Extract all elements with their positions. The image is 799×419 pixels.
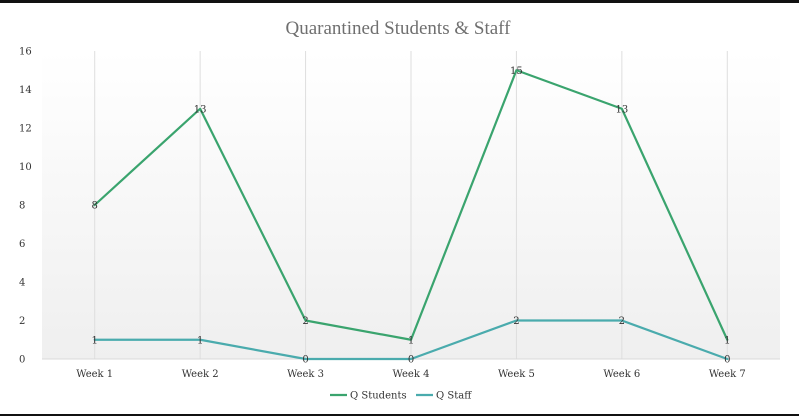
x-axis: Week 1 Week 2 Week 3 Week 4 Week 5 Week 6 Week… [76,369,745,380]
x-tick-label: Week 1 [76,369,113,380]
data-label: 13 [615,104,628,115]
data-label: 1 [724,335,730,346]
x-tick-label: Week 6 [603,369,640,380]
gridlines [42,51,780,360]
series-line-q-staff [93,319,729,361]
data-label: 2 [302,316,308,327]
y-tick-label: 8 [19,201,25,212]
data-label: 0 [408,355,414,366]
data-label: 2 [619,316,625,327]
y-tick-label: 6 [19,239,25,250]
data-label: 0 [724,355,730,366]
x-tick-label: Week 2 [182,369,219,380]
x-tick-label: Week 7 [709,369,746,380]
y-tick-label: 16 [19,47,32,58]
y-tick-label: 4 [19,278,25,289]
data-label: 1 [197,335,203,346]
series-line-q-students [93,69,729,341]
data-label: 8 [92,201,98,212]
data-label: 1 [92,335,98,346]
y-axis: 0 2 4 6 8 10 12 14 16 [19,47,32,366]
series-lines [93,69,729,361]
data-label: 13 [194,104,207,115]
y-tick-label: 14 [19,85,32,96]
data-label: 1 [408,335,414,346]
data-label: 0 [302,355,308,366]
legend-label: Q Students [350,391,407,402]
x-tick-label: Week 4 [393,369,430,380]
y-tick-label: 12 [19,124,32,135]
chart-title: Quarantined Students & Staff [286,18,512,39]
x-tick-label: Week 5 [498,369,535,380]
y-tick-label: 10 [19,162,32,173]
legend: Q Students Q Staff [330,391,472,402]
data-label: 15 [510,66,523,77]
line-chart: Quarantined Students & Staff 02468101214… [19,18,780,402]
legend-label: Q Staff [436,391,472,402]
y-tick-label: 0 [19,355,25,366]
y-tick-label: 2 [19,316,25,327]
x-tick-label: Week 3 [287,369,324,380]
data-label: 2 [513,316,519,327]
